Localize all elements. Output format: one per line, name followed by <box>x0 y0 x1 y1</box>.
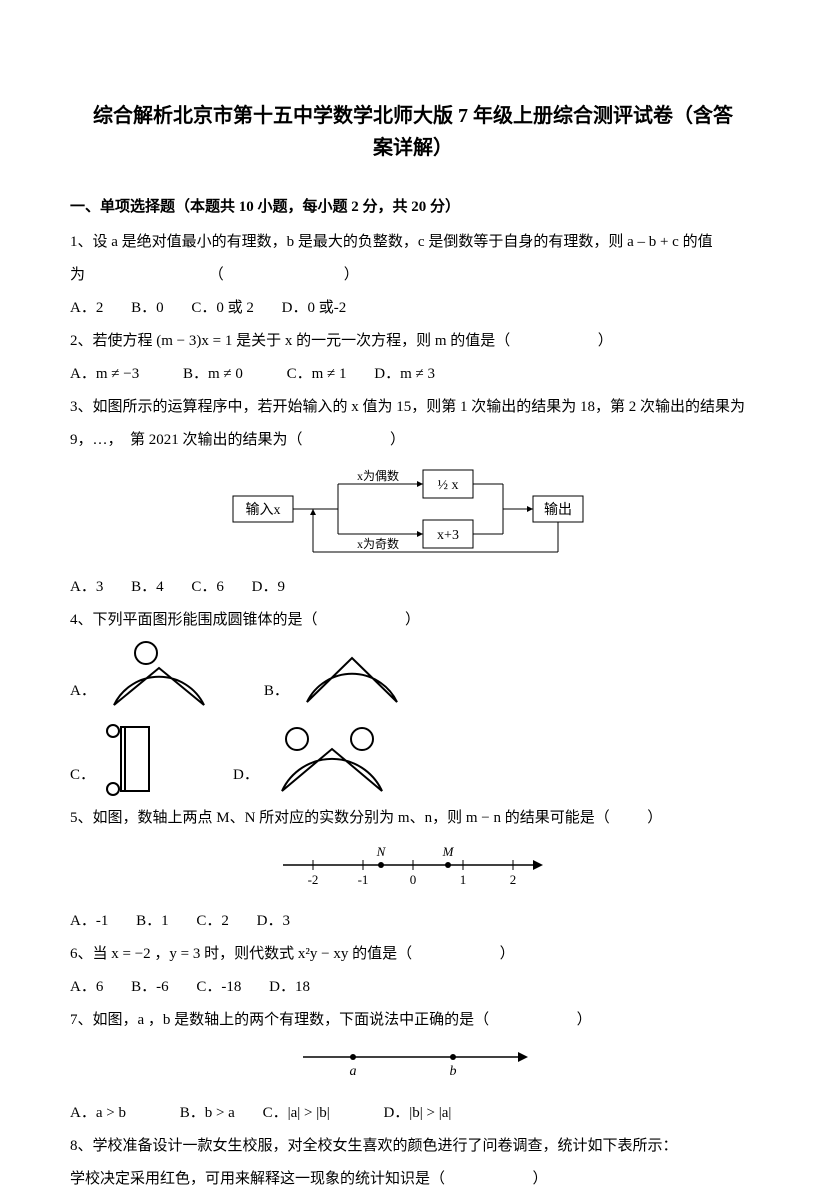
q1-options: A．2 B．0 C．0 或 2 D．0 或-2 <box>70 295 756 322</box>
q4-shapeD-icon <box>267 721 397 799</box>
q4-shapeA-icon <box>104 640 214 715</box>
q4-labB: B． <box>264 678 289 715</box>
q4-labA: A． <box>70 678 96 715</box>
q6-optA: A．6 <box>70 974 103 1001</box>
flowchart-svg: 输入x x为偶数 x为奇数 ½ x x+3 输出 <box>223 464 603 554</box>
page-title: 综合解析北京市第十五中学数学北师大版 7 年级上册综合测评试卷（含答 案详解） <box>70 100 756 164</box>
q2-optA: A．m ≠ −3 <box>70 361 139 388</box>
q2-text: 2、若使方程 (m − 3)x = 1 是关于 x 的一元一次方程，则 m 的值… <box>70 333 510 349</box>
q5-optB: B．1 <box>136 908 169 935</box>
tick-n1: -1 <box>358 872 369 887</box>
section-header: 一、单项选择题（本题共 10 小题，每小题 2 分，共 20 分） <box>70 194 756 221</box>
flow-odd: x为奇数 <box>357 536 399 551</box>
q3-text2: 9，…， 第 2021 次输出的结果为（ <box>70 432 303 448</box>
question-3a: 3、如图所示的运算程序中，若开始输入的 x 值为 15，则第 1 次输出的结果为… <box>70 394 756 421</box>
number-line-svg: -2 -1 0 1 2 N M <box>263 840 563 890</box>
q4-row2: C． D． <box>70 721 756 799</box>
label-M: M <box>442 844 455 859</box>
flow-input: 输入x <box>246 502 281 518</box>
axis-a: a <box>350 1064 357 1079</box>
q7-optA: A．a > b <box>70 1100 126 1127</box>
label-N: N <box>376 844 387 859</box>
question-4: 4、下列平面图形能围成圆锥体的是（ ） <box>70 607 756 634</box>
q4-text: 4、下列平面图形能围成圆锥体的是（ <box>70 612 318 628</box>
q7-axis-svg: a b <box>283 1042 543 1082</box>
q3-text1: 3、如图所示的运算程序中，若开始输入的 x 值为 15，则第 1 次输出的结果为… <box>70 399 745 415</box>
q3-optB: B．4 <box>131 574 164 601</box>
q3-optC: C．6 <box>191 574 224 601</box>
q4-row1: A． B． <box>70 640 756 715</box>
q7-text: 7、如图，a ，b 是数轴上的两个有理数，下面说法中正确的是（ <box>70 1012 489 1028</box>
question-3b: 9，…， 第 2021 次输出的结果为（ ） <box>70 427 756 454</box>
q7-number-line: a b <box>70 1042 756 1092</box>
q5-optD: D．3 <box>257 908 290 935</box>
q1-optD: D．0 或-2 <box>282 295 347 322</box>
flowchart: 输入x x为偶数 x为奇数 ½ x x+3 输出 <box>70 464 756 564</box>
q3-options: A．3 B．4 C．6 D．9 <box>70 574 756 601</box>
q6-close: ） <box>500 946 515 962</box>
question-8a: 8、学校准备设计一款女生校服，对全校女生喜欢的颜色进行了问卷调查，统计如下表所示… <box>70 1133 756 1160</box>
q2-optC: C．m ≠ 1 <box>287 361 347 388</box>
q5-optA: A．-1 <box>70 908 108 935</box>
q6-optC: C．-18 <box>196 974 241 1001</box>
q5-close: ） <box>647 810 662 826</box>
tick-2: 2 <box>510 872 517 887</box>
q1-optA: A．2 <box>70 295 103 322</box>
tick-1: 1 <box>460 872 467 887</box>
question-2: 2、若使方程 (m − 3)x = 1 是关于 x 的一元一次方程，则 m 的值… <box>70 328 756 355</box>
q4-labC: C． <box>70 762 95 799</box>
q8-close: ） <box>533 1171 548 1187</box>
title-line1: 综合解析北京市第十五中学数学北师大版 7 年级上册综合测评试卷（含答 <box>93 105 733 127</box>
q1-text2: 为 <box>70 267 85 283</box>
flow-even: x为偶数 <box>357 468 399 483</box>
q3-close: ） <box>390 432 405 448</box>
q4-labD: D． <box>233 762 259 799</box>
q3-optA: A．3 <box>70 574 103 601</box>
question-5: 5、如图，数轴上两点 M、N 所对应的实数分别为 m、n，则 m − n 的结果… <box>70 805 756 832</box>
q5-optC: C．2 <box>196 908 229 935</box>
q7-optD: D．|b| > |a| <box>383 1100 451 1127</box>
q6-options: A．6 B．-6 C．-18 D．18 <box>70 974 756 1001</box>
q8-text2: 学校决定采用红色，可用来解释这一现象的统计知识是（ <box>70 1171 445 1187</box>
q1-text1: 1、设 a 是绝对值最小的有理数，b 是最大的负整数，c 是倒数等于自身的有理数… <box>70 234 713 250</box>
q2-options: A．m ≠ −3 B．m ≠ 0 C．m ≠ 1 D．m ≠ 3 <box>70 361 756 388</box>
question-8b: 学校决定采用红色，可用来解释这一现象的统计知识是（ ） <box>70 1166 756 1193</box>
q1-optC: C．0 或 2 <box>191 295 254 322</box>
q2-close: ） <box>598 333 613 349</box>
question-1: 1、设 a 是绝对值最小的有理数，b 是最大的负整数，c 是倒数等于自身的有理数… <box>70 229 756 256</box>
flow-half: ½ x <box>438 478 459 493</box>
q7-close: ） <box>577 1012 592 1028</box>
axis-b: b <box>450 1064 457 1079</box>
title-line2: 案详解） <box>373 137 453 159</box>
q6-optD: D．18 <box>269 974 310 1001</box>
q8-text1: 8、学校准备设计一款女生校服，对全校女生喜欢的颜色进行了问卷调查，统计如下表所示… <box>70 1138 678 1154</box>
question-6: 6、当 x = −2 ，y = 3 时，则代数式 x²y − xy 的值是（ ） <box>70 941 756 968</box>
q4-shapeB-icon <box>297 640 407 715</box>
question-1b: 为 （） <box>70 262 756 289</box>
q5-text: 5、如图，数轴上两点 M、N 所对应的实数分别为 m、n，则 m − n 的结果… <box>70 810 610 826</box>
flow-output: 输出 <box>544 502 572 518</box>
q7-options: A．a > b B．b > a C．|a| > |b| D．|b| > |a| <box>70 1100 756 1127</box>
q5-number-line: -2 -1 0 1 2 N M <box>70 840 756 900</box>
q1-optB: B．0 <box>131 295 164 322</box>
q6-optB: B．-6 <box>131 974 169 1001</box>
tick-0: 0 <box>410 872 417 887</box>
q6-text: 6、当 x = −2 ，y = 3 时，则代数式 x²y − xy 的值是（ <box>70 946 412 962</box>
q3-optD: D．9 <box>252 574 285 601</box>
q5-options: A．-1 B．1 C．2 D．3 <box>70 908 756 935</box>
flow-plus3: x+3 <box>437 528 459 543</box>
q2-optD: D．m ≠ 3 <box>374 361 435 388</box>
question-7: 7、如图，a ，b 是数轴上的两个有理数，下面说法中正确的是（ ） <box>70 1007 756 1034</box>
q4-shapeC-icon <box>103 721 183 799</box>
tick-n2: -2 <box>308 872 319 887</box>
q4-close: ） <box>405 612 420 628</box>
q2-optB: B．m ≠ 0 <box>183 361 243 388</box>
q7-optB: B．b > a <box>180 1100 235 1127</box>
q7-optC: C．|a| > |b| <box>263 1100 330 1127</box>
